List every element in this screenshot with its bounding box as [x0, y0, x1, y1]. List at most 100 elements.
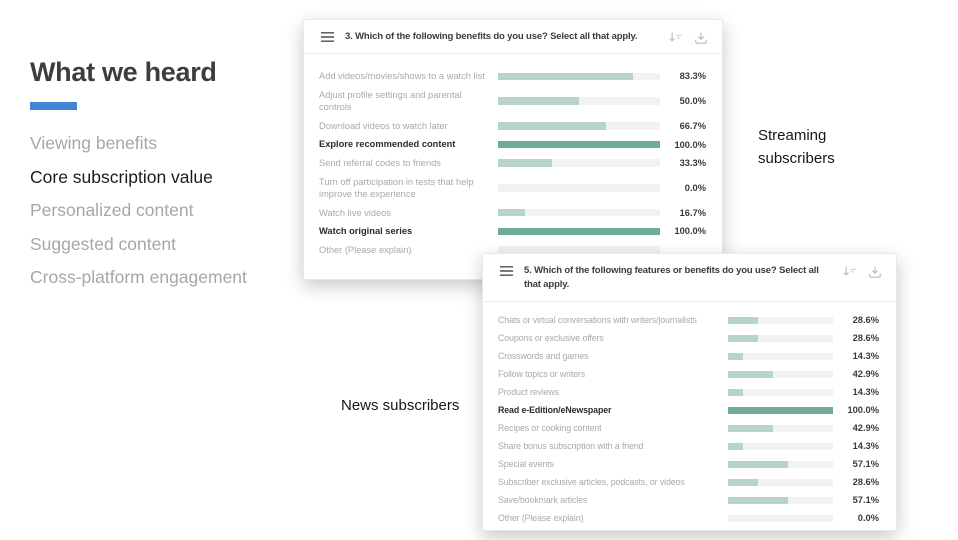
row-value: 28.6%: [852, 315, 879, 326]
bar-track: [728, 514, 833, 522]
row-value: 50.0%: [679, 96, 706, 107]
bar-fill: [498, 97, 579, 105]
streaming-subscribers-label: Streaming subscribers: [758, 127, 835, 168]
row-label: Coupons or exclusive offers: [498, 332, 604, 343]
row-label: Special events: [498, 458, 554, 469]
bar-track: [728, 442, 833, 450]
bar-fill: [728, 406, 833, 414]
download-icon[interactable]: [868, 265, 882, 279]
row-value: 16.7%: [679, 207, 706, 218]
bar-fill: [498, 122, 607, 130]
chart-row: Explore recommended content 100.0%: [319, 135, 706, 154]
bar-track: [728, 388, 833, 396]
chart-row: Coupons or exclusive offers 28.6%: [498, 329, 879, 347]
header-icons: [668, 31, 708, 45]
row-label: Crosswords and games: [498, 350, 589, 361]
chart-title: 3. Which of the following benefits do yo…: [345, 31, 638, 42]
chart-row: Product reviews 14.3%: [498, 383, 879, 401]
chart-row: Share bonus subscription with a friend 1…: [498, 437, 879, 455]
left-panel: What we heard Viewing benefits Core subs…: [30, 57, 300, 295]
menu-item-personalized-content: Personalized content: [30, 200, 194, 220]
chart-row: Download videos to watch later 66.7%: [319, 117, 706, 136]
bar-fill: [728, 334, 759, 342]
agenda-menu: Viewing benefits Core subscription value…: [30, 127, 300, 295]
chart-row: Adjust profile settings and parental con…: [319, 86, 706, 117]
row-value: 100.0%: [674, 139, 706, 150]
chart-row: Watch live videos 16.7%: [319, 203, 706, 222]
card-header: 5. Which of the following features or be…: [483, 254, 896, 302]
bar-fill: [498, 208, 526, 217]
bar-fill: [728, 478, 759, 486]
card-header: 3. Which of the following benefits do yo…: [304, 20, 722, 54]
bar-track: [498, 122, 660, 130]
chart-row: Read e-Edition/eNewspaper 100.0%: [498, 401, 879, 419]
row-value: 14.3%: [852, 441, 879, 452]
bar-fill: [728, 496, 788, 504]
row-value: 28.6%: [852, 333, 879, 344]
row-value: 57.1%: [852, 459, 879, 470]
chart-row: Recipes or cooking content 42.9%: [498, 419, 879, 437]
list-icon[interactable]: [499, 265, 514, 277]
bar-track: [498, 246, 660, 254]
row-label: Subscriber exclusive articles, podcasts,…: [498, 476, 685, 487]
menu-item-suggested-content: Suggested content: [30, 233, 176, 254]
header-icons: [842, 265, 882, 279]
row-label: Read e-Edition/eNewspaper: [498, 404, 612, 415]
chart-row: Send referral codes to friends 33.3%: [319, 154, 706, 173]
chart-row: Save/bookmark articles 57.1%: [498, 491, 879, 509]
bar-track: [498, 227, 660, 236]
menu-item-cross-platform-engagement: Cross-platform engagement: [30, 267, 247, 287]
chart-rows: Chats or virtual conversations with writ…: [483, 302, 896, 534]
sort-descending-icon[interactable]: [668, 31, 683, 45]
bar-fill: [498, 72, 633, 81]
row-label: Other (Please explain): [498, 512, 584, 523]
bar-track: [728, 478, 833, 486]
bar-fill: [728, 370, 774, 378]
chart-row: Crosswords and games 14.3%: [498, 347, 879, 365]
download-icon[interactable]: [694, 31, 708, 45]
row-value: 33.3%: [679, 158, 706, 169]
bar-track: [728, 460, 833, 468]
row-label: Watch original series: [319, 226, 413, 237]
accent-bar: [30, 102, 77, 110]
bar-track: [728, 316, 833, 324]
list-icon[interactable]: [320, 31, 335, 43]
row-label: Download videos to watch later: [319, 120, 448, 131]
chart-card-streaming: 3. Which of the following benefits do yo…: [303, 19, 723, 280]
chart-rows: Add videos/movies/shows to a watch list …: [304, 54, 722, 265]
row-label: Adjust profile settings and parental con…: [319, 89, 462, 113]
chart-row: Chats or virtual conversations with writ…: [498, 312, 879, 330]
row-label: Share bonus subscription with a friend: [498, 440, 644, 451]
bar-track: [728, 424, 833, 432]
chart-row: Watch original series 100.0%: [319, 222, 706, 241]
bar-track: [498, 159, 660, 167]
chart-row: Other (Please explain) 0.0%: [498, 509, 879, 527]
row-value: 83.3%: [679, 71, 706, 82]
row-value: 28.6%: [852, 477, 879, 488]
bar-track: [728, 352, 833, 360]
row-label: Follow topics or writers: [498, 368, 586, 379]
page-title: What we heard: [30, 57, 217, 87]
chart-row: Other (Please explain): [319, 241, 706, 260]
bar-track: [498, 208, 660, 217]
bar-fill: [728, 388, 743, 396]
row-label: Explore recommended content: [319, 139, 456, 150]
bar-fill: [728, 424, 774, 432]
sort-descending-icon[interactable]: [842, 265, 857, 279]
row-value: 100.0%: [847, 405, 879, 416]
bar-track: [728, 496, 833, 504]
chart-row: Turn off participation in tests that hel…: [319, 172, 706, 203]
row-value: 14.3%: [852, 387, 879, 398]
row-label: Product reviews: [498, 386, 560, 397]
bar-fill: [728, 352, 743, 360]
chart-card-news: 5. Which of the following features or be…: [482, 253, 897, 531]
chart-row: Follow topics or writers 42.9%: [498, 365, 879, 383]
bar-track: [498, 140, 660, 149]
menu-item-viewing-benefits: Viewing benefits: [30, 133, 158, 153]
menu-item-core-subscription-value: Core subscription value: [30, 166, 213, 187]
news-subscribers-label: News subscribers: [341, 397, 460, 414]
row-value: 42.9%: [852, 369, 879, 380]
row-value: 14.3%: [852, 351, 879, 362]
row-value: 66.7%: [679, 120, 706, 131]
